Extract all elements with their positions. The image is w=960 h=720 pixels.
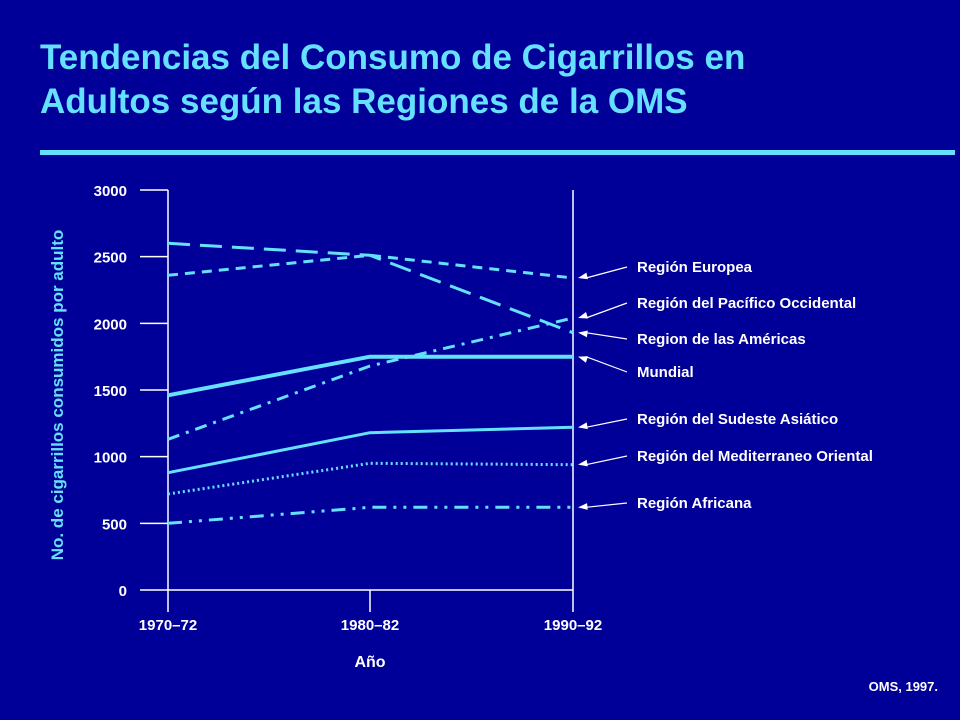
axes: 0 500 1000 1500 2000 2500 3000 1970–72 1980–82 19… xyxy=(94,183,603,634)
series-layer xyxy=(167,241,574,525)
title-divider xyxy=(40,150,955,155)
series-line-3 xyxy=(167,241,574,335)
legend-label: Region de las Américas xyxy=(637,331,806,348)
legend-arrow-line xyxy=(585,356,628,373)
legend-label: Región del Sudeste Asiático xyxy=(637,411,838,428)
legend-label: Región Europea xyxy=(637,259,753,276)
legend-arrow-line xyxy=(585,302,628,319)
legend-label: Mundial xyxy=(637,364,694,381)
legend-arrowhead xyxy=(578,272,588,280)
x-tick-label: 1980–82 xyxy=(341,617,399,634)
legend-arrowhead xyxy=(578,330,588,338)
legend: Región Europea Región del Pacífico Occide… xyxy=(578,259,873,512)
y-tick-label: 1000 xyxy=(94,450,127,467)
legend-arrowhead xyxy=(578,356,588,363)
series-line-1 xyxy=(167,253,574,280)
y-tick-label: 1500 xyxy=(94,383,127,400)
y-tick-label: 500 xyxy=(102,516,127,533)
legend-arrow-line xyxy=(585,332,628,340)
series-line-7 xyxy=(167,505,573,525)
y-axis-label: No. de cigarrillos consumidos por adulto xyxy=(48,230,67,561)
legend-arrowhead xyxy=(578,503,588,510)
y-tick-label: 2500 xyxy=(94,250,127,267)
source-citation: OMS, 1997. xyxy=(868,679,938,694)
series-line-4 xyxy=(167,354,573,398)
legend-arrow-line xyxy=(585,418,628,428)
legend-arrow-line xyxy=(585,455,628,466)
legend-arrow-line xyxy=(585,266,628,279)
x-tick-label: 1970–72 xyxy=(139,617,197,634)
legend-arrowhead xyxy=(578,312,588,319)
slide-title: Tendencias del Consumo de Cigarrillos en… xyxy=(40,36,940,124)
title-line-1: Tendencias del Consumo de Cigarrillos en xyxy=(40,38,746,77)
series-line-5 xyxy=(167,425,574,475)
legend-arrowhead xyxy=(578,459,588,467)
y-tick-label: 2000 xyxy=(94,316,127,333)
legend-arrow-line xyxy=(585,502,628,508)
legend-label: Región Africana xyxy=(637,495,752,512)
y-tick-label: 3000 xyxy=(94,183,127,200)
legend-label: Región del Mediterraneo Oriental xyxy=(637,448,873,465)
x-axis-label: Año xyxy=(354,654,385,671)
y-tick-label: 0 xyxy=(119,583,127,600)
series-line-6 xyxy=(167,461,574,496)
series-line-2 xyxy=(167,316,574,441)
x-tick-label: 1990–92 xyxy=(544,617,602,634)
legend-label: Región del Pacífico Occidental xyxy=(637,295,856,312)
legend-arrowhead xyxy=(578,422,588,430)
title-line-2: Adultos según las Regiones de la OMS xyxy=(40,82,688,121)
